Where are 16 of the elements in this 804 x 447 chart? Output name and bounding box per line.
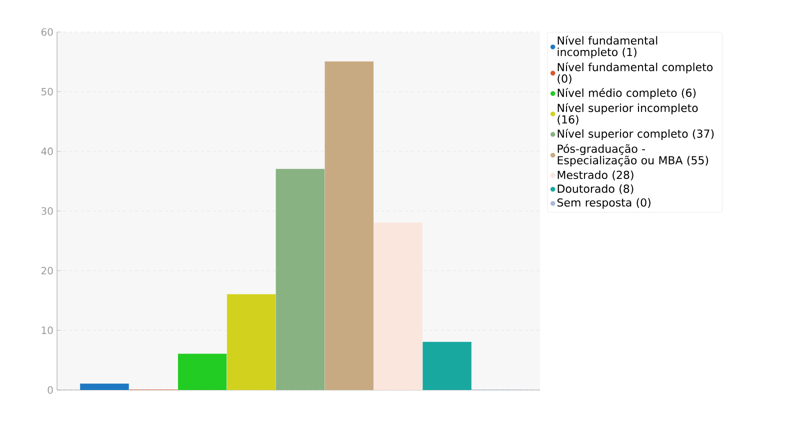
legend-label: Nível fundamental incompleto (1) (558, 36, 658, 58)
y-tick-label: 60 (41, 28, 53, 36)
y-tick-label: 0 (48, 386, 53, 394)
legend-label: Sem resposta (0) (557, 198, 650, 209)
legend-label: Nível médio completo (6) (558, 88, 696, 100)
y-tick-label: 20 (41, 266, 53, 274)
y-tick-label: 50 (42, 88, 53, 96)
y-tick-label: 10 (42, 326, 53, 334)
y-tick-label: 30 (42, 207, 53, 215)
legend-label: Nível superior completo (37) (558, 128, 714, 140)
legend-label: Doutorado (8) (558, 184, 634, 194)
legend-label: Nível superior incompleto (16) (558, 103, 698, 125)
legend-label: Nível fundamental completo (0) (558, 62, 713, 84)
legend-label: Mestrado (28) (558, 170, 634, 180)
legend-label: Pós-graduação - Especialização ou MBA (55) (558, 144, 708, 167)
y-tick-label: 40 (41, 148, 53, 156)
